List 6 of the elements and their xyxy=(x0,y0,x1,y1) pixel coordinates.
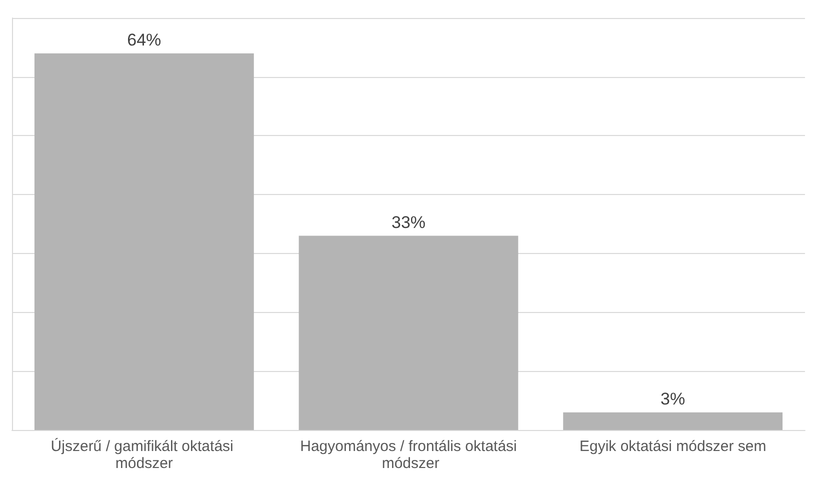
data-label: 33% xyxy=(391,212,426,232)
x-tick-label: Egyik oktatási módszer sem xyxy=(579,438,766,455)
x-tick-label: Újszerű / gamifikált oktatási módszer xyxy=(50,437,238,472)
x-tick-label: Hagyományos / frontális oktatási módszer xyxy=(300,438,517,472)
data-label: 64% xyxy=(127,30,162,50)
data-label: 3% xyxy=(660,389,686,408)
